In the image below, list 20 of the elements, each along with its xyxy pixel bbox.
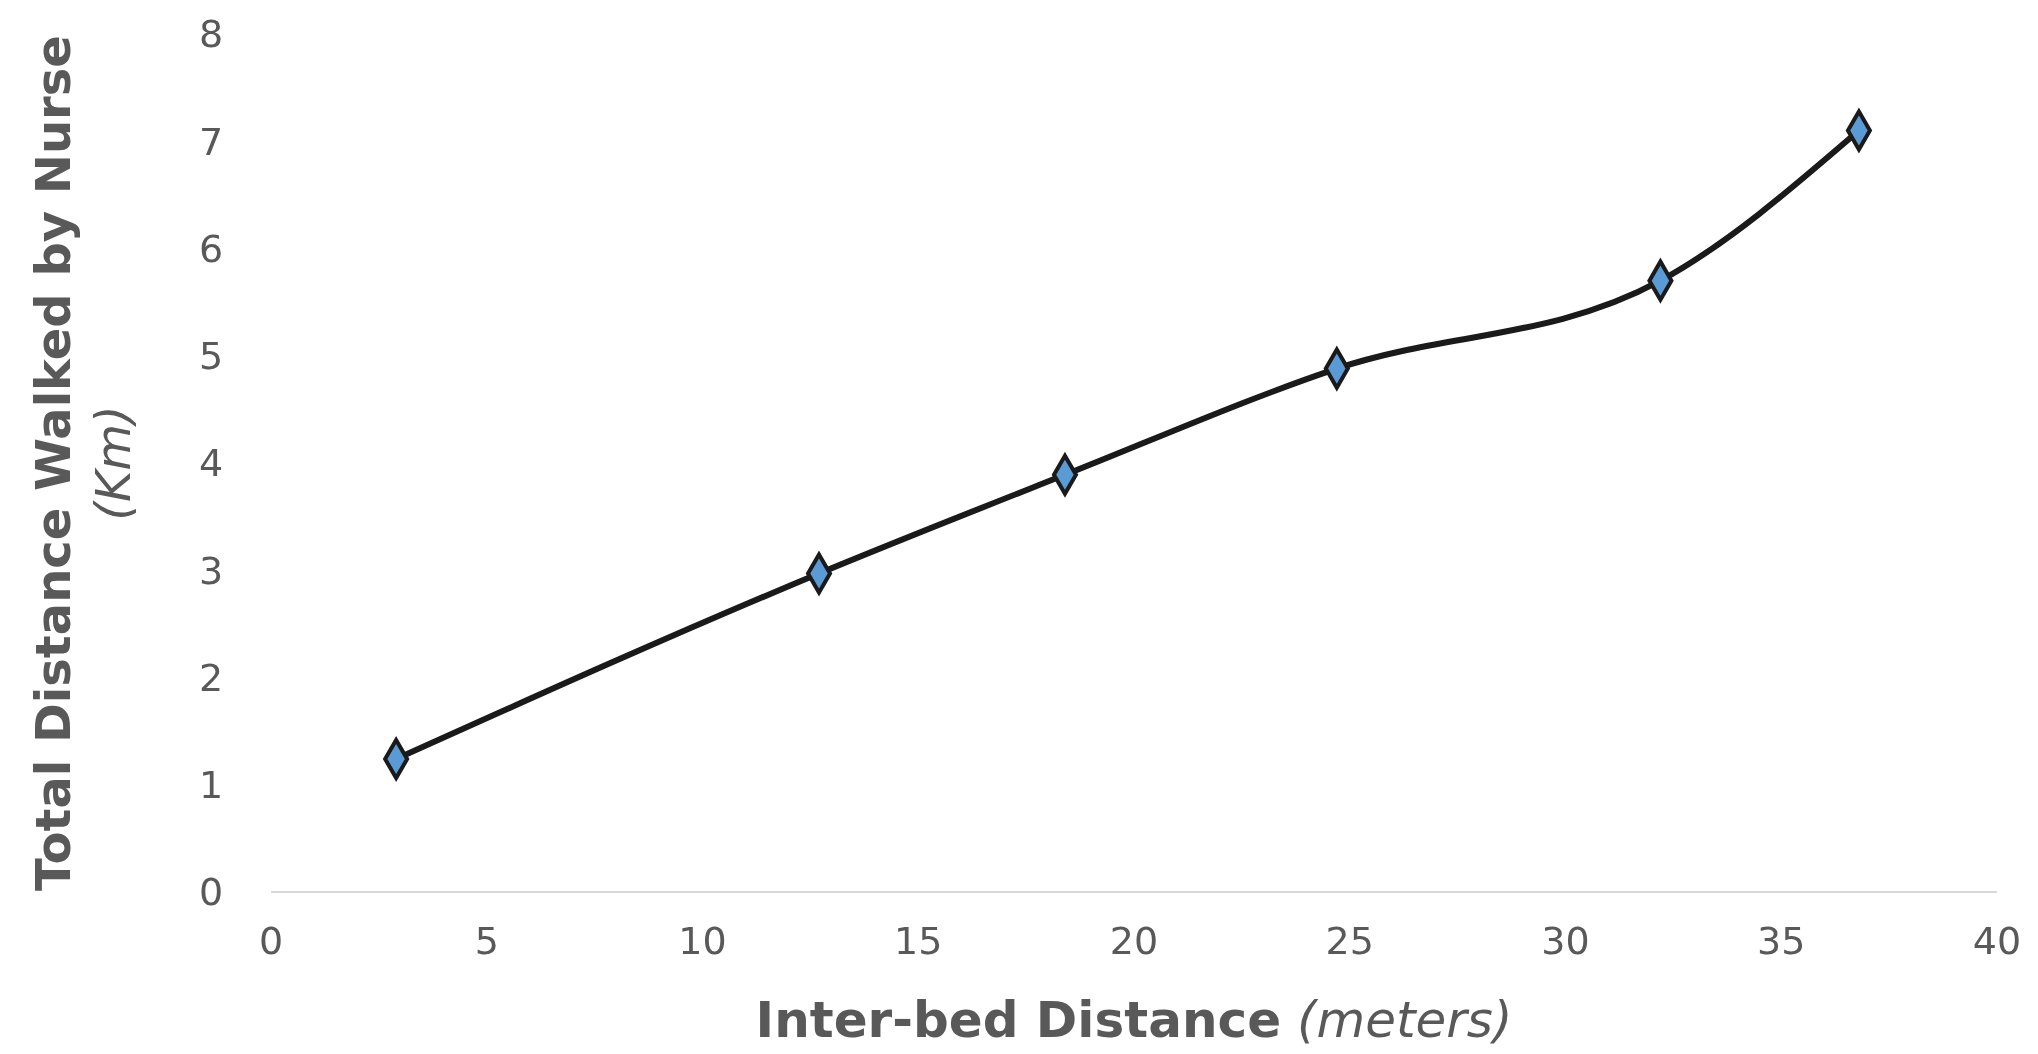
x-tick-label: 10: [678, 919, 727, 963]
y-tick-label: 3: [198, 548, 224, 593]
y-tick-label: 5: [198, 334, 224, 379]
x-tick-label: 20: [1109, 919, 1159, 963]
x-tick-label: 40: [1972, 919, 2022, 963]
y-tick-label: 6: [198, 226, 224, 271]
y-tick-label: 0: [198, 870, 224, 915]
x-tick-label: 35: [1757, 919, 1806, 963]
y-tick-label: 7: [198, 119, 224, 164]
y-tick-label: 2: [198, 655, 224, 700]
x-tick-label: 25: [1325, 919, 1374, 963]
x-tick-label: 15: [894, 919, 943, 963]
x-axis-title: Inter-bed Distance (meters): [755, 991, 1513, 1049]
x-tick-label: 0: [258, 919, 284, 963]
x-tick-label: 30: [1541, 919, 1590, 963]
x-tick-label: 5: [474, 919, 499, 963]
y-tick-label: 1: [198, 763, 224, 808]
y-tick-label: 4: [198, 441, 224, 486]
y-axis-title: Total Distance Walked by Nurse (Km): [25, 35, 141, 891]
y-tick-label: 8: [198, 12, 224, 57]
